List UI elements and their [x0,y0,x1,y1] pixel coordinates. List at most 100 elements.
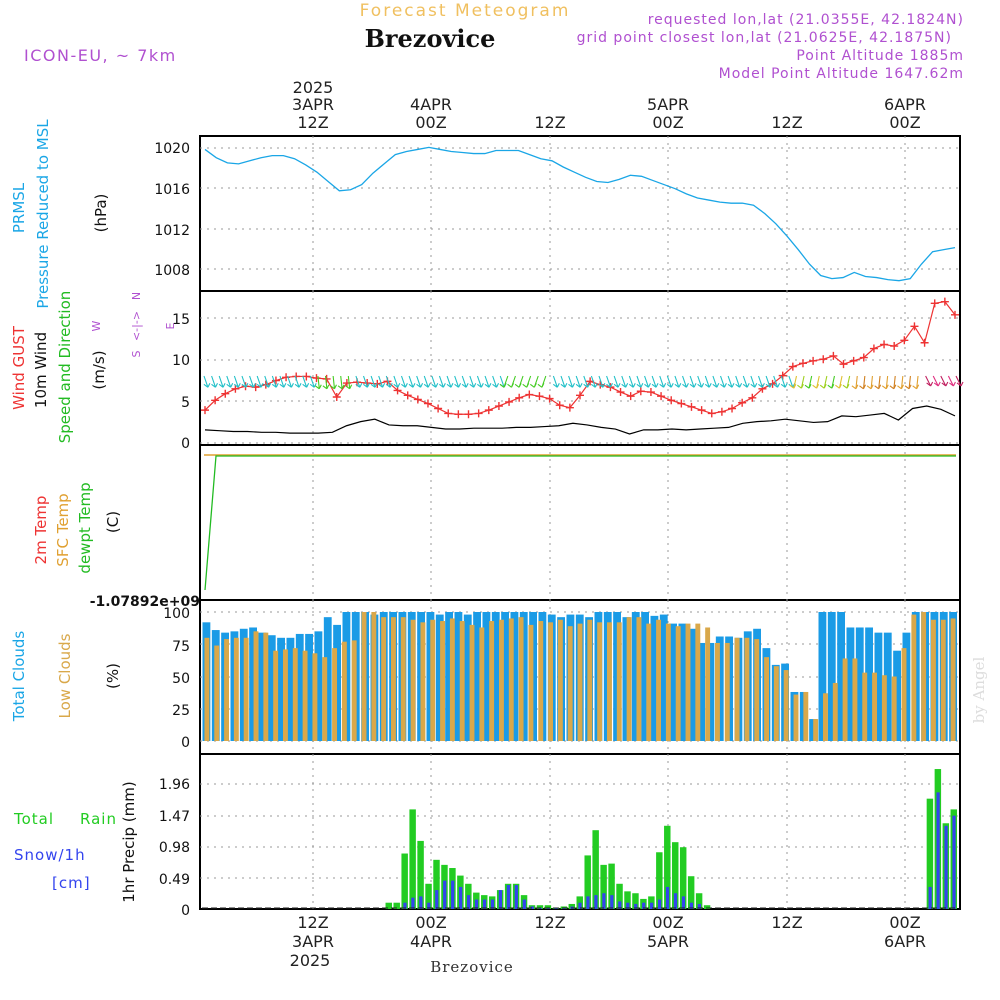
low-clouds-bar [852,658,858,741]
wind-direction-arrow [842,375,851,389]
wind-direction-arrow [583,375,591,388]
low-clouds-bar [528,624,534,741]
compass-n: N [130,292,143,300]
wind-direction-arrow [720,375,727,388]
low-clouds-bar [292,648,298,741]
rain-bar [926,798,934,909]
rain-bar [703,905,711,909]
gust-marker [312,374,321,383]
rain-bar [385,902,392,909]
low-clouds-bar [214,645,220,741]
total-clouds-bar [659,614,668,741]
wind-direction-arrow [613,375,621,388]
total-clouds-bar [454,612,463,741]
rain-bar [401,853,408,909]
dewpoint-line [204,455,956,591]
wind-direction-arrow [345,375,353,390]
gust-marker [728,404,737,413]
wind-direction-arrow [330,375,337,390]
snow-bar [602,893,606,909]
gust-marker [748,393,757,402]
low-clouds-bar [921,612,927,741]
wind-direction-arrow [499,375,509,388]
top-date-5apr: 5APR [647,95,689,114]
y-tick: 50 [172,671,190,687]
low-clouds-bar [607,622,612,741]
low-clouds-bar [626,617,632,741]
low-clouds-bar [715,642,720,741]
rain-bar [425,883,432,909]
bottom-hour: 12Z [771,913,802,932]
low-clouds-bar [430,619,436,741]
gust-marker [951,310,959,319]
gust-marker [910,322,919,331]
total-clouds-bar [641,612,649,741]
snow-bar [411,897,415,909]
total-clouds-bar [445,612,453,741]
wind-direction-arrow [955,375,964,387]
snow-bar [657,899,662,909]
wind-direction-arrow [454,375,462,388]
gust-marker [484,406,493,415]
pressure-line [204,146,956,282]
y-tick: 1.96 [159,777,190,793]
wind-direction-arrow [552,375,560,388]
y-tick: 1008 [154,263,190,279]
snow-bar [530,906,534,909]
wind-compass: N S <-|-> W E [90,292,177,358]
total-clouds-bar [622,617,631,741]
snow-bar [451,880,455,909]
wind-direction-arrow [866,375,874,390]
low-clouds-bar [548,622,553,741]
temp-2m-label: 2m Temp [32,496,50,565]
wind-direction-arrow [947,375,956,387]
low-clouds-bar [410,619,416,741]
wind-direction-arrow [727,375,735,388]
gust-marker [413,395,422,404]
rain-bar [584,855,591,909]
wind-direction-arrow [859,375,866,390]
precip-snow-label: Snow/1h [14,846,86,864]
low-clouds-bar [577,623,583,741]
total-clouds-bar [473,612,481,741]
wind-direction-arrow [314,375,322,390]
snow-bar [697,903,701,909]
y-tick: 0 [181,436,190,452]
snow-bar [634,903,638,909]
gust-marker [545,394,554,403]
low-clouds-bar [489,621,495,741]
total-clouds-bar [314,631,323,741]
gust-marker [626,392,635,401]
wind-direction-arrow [575,375,583,388]
low-clouds-bar [891,676,897,741]
total-clouds-bar [855,627,864,741]
gust-marker [778,371,787,380]
wind-direction-arrow [912,375,920,390]
total-clouds-bar [491,612,500,741]
bottom-date-6apr: 6APR [884,932,926,951]
wind-direction-arrow [529,375,539,388]
total-clouds-bar [510,612,519,741]
wind-direction-arrow [757,375,765,388]
snow-bar [443,880,447,909]
low-clouds-bar [872,672,877,741]
wind-direction-arrow [279,375,287,388]
model-altitude: Model Point Altitude 1647.62m [719,66,964,82]
wind-dir-label: Speed and Direction [56,291,74,444]
rain-bar [536,905,544,909]
low-clouds-bar [381,617,387,741]
y-tick: 0.49 [159,872,190,888]
wind-direction-arrow [476,375,484,388]
top-date-3apr: 3APR [292,95,334,114]
low-clouds-bar [646,623,652,741]
wind-direction-arrow [644,375,651,388]
rain-bar [409,809,416,909]
total-clouds-bar [258,632,267,741]
low-clouds-bar [538,621,544,741]
low-clouds-bar [695,623,701,741]
gust-marker [474,409,483,418]
total-clouds-bar [697,642,705,741]
total-clouds-bar [818,612,827,741]
clouds-total-label: Total Clouds [10,631,28,723]
